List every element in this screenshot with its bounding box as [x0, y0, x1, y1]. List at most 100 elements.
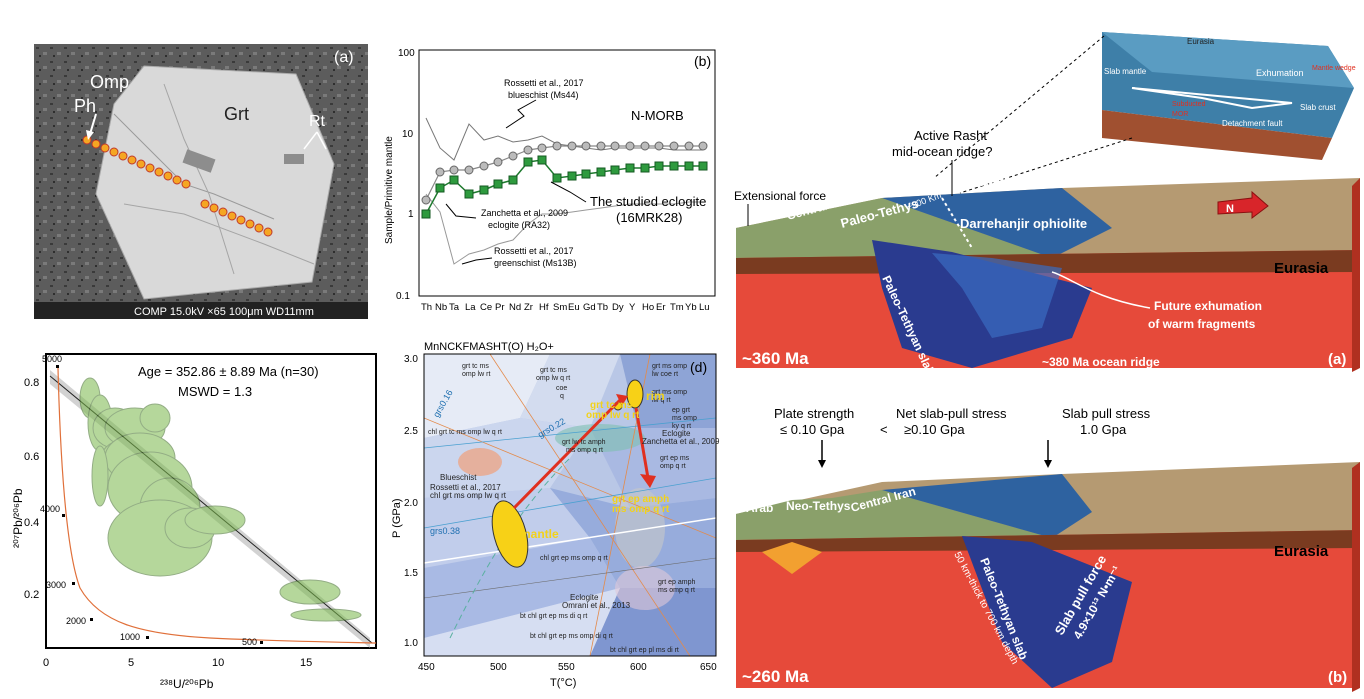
- panel-c-concordia: Age = 352.86 ± 8.89 Ma (n=30) MSWD = 1.3…: [10, 348, 382, 694]
- y-tick-04: 0.4: [24, 517, 39, 529]
- x-tick-hf: Hf: [539, 302, 549, 313]
- field-8b: ms omp q rt: [566, 447, 603, 454]
- field-13: bt chl grt ep ms omp di q rt: [530, 633, 613, 640]
- p-tick-25: 2.5: [404, 426, 418, 437]
- x-tick-y: Y: [629, 302, 636, 313]
- concordia-3000: 3000: [46, 580, 66, 590]
- hl-core-2: omp lw q rt: [586, 410, 640, 421]
- y-tick-10: 10: [402, 129, 414, 140]
- e-darrehanjir: Darrehanjir ophiolite: [960, 216, 1087, 231]
- p-tick-30: 3.0: [404, 354, 418, 365]
- field-10: chl grt ep ms omp q rt: [540, 555, 608, 562]
- t-tick-500: 500: [490, 662, 507, 673]
- field-11b: ms omp q rt: [658, 587, 695, 594]
- x-tick-dy: Dy: [612, 302, 624, 313]
- field-1a: grt tc ms: [462, 363, 489, 370]
- x-tick-5: 5: [128, 657, 134, 669]
- x-tick-ho: Ho: [642, 302, 654, 313]
- f-plate-1: Plate strength: [774, 406, 854, 421]
- hl-retro-1: grt ep amph: [612, 494, 669, 505]
- concordia-2000: 2000: [66, 616, 86, 626]
- f-pull-1: Slab pull stress: [1062, 406, 1151, 421]
- f-plate-2: ≤ 0.10 Gpa: [780, 422, 845, 437]
- hl-rim: rim: [646, 389, 665, 403]
- age-text: Age = 352.86 ± 8.89 Ma (n=30): [138, 364, 319, 379]
- x-tick-ta: Ta: [449, 302, 460, 313]
- f-net-1: Net slab-pull stress: [896, 406, 1007, 421]
- e-ridge: ~380 Ma ocean ridge: [1042, 355, 1160, 369]
- mantle-ellipse: [491, 500, 529, 568]
- panel-d-letter: (d): [690, 359, 707, 375]
- pseudo-title: MnNCKFMASHT(O) H₂O+: [424, 341, 554, 353]
- field-6a: ep grt: [672, 407, 690, 414]
- panel-f-block-260: Plate strength ≤ 0.10 Gpa < Net slab-pul…: [732, 402, 1362, 694]
- p-axis-title: P (GPa): [391, 498, 403, 538]
- x-tick-yb: Yb: [685, 302, 697, 313]
- t-tick-600: 600: [630, 662, 647, 673]
- panel-a-letter: (a): [334, 49, 354, 66]
- ann-studied-2: (16MRK28): [616, 210, 682, 225]
- f-lt: <: [880, 422, 888, 437]
- ann-green-1: Rossetti et al., 2017: [494, 246, 574, 256]
- field-12: bt chl grt ep ms di q rt: [520, 613, 587, 620]
- ann-blue-1: Rossetti et al., 2017: [504, 78, 584, 88]
- field-7: chl grt tc ms omp lw q rt: [428, 429, 502, 436]
- field-14: bt chl grt ep pl ms di rt: [610, 647, 679, 654]
- field-3a: coe: [556, 385, 567, 392]
- concordia-4000: 4000: [40, 504, 60, 514]
- x-tick-sm: Sm: [553, 302, 567, 313]
- field-2b: omp lw q rt: [536, 375, 570, 382]
- e-north: N: [1226, 203, 1234, 215]
- ref-ecl3-2: Omrani et al., 2013: [562, 601, 631, 610]
- field-6c: ky q rt: [672, 423, 691, 430]
- hl-retro-2: ms omp q rt: [612, 504, 670, 515]
- e-letter: (a): [1328, 351, 1346, 368]
- inset-mor: MOR: [1172, 111, 1188, 118]
- mswd-text: MSWD = 1.3: [178, 384, 252, 399]
- sem-footer: COMP 15.0kV ×65 100μm WD11mm: [134, 306, 314, 318]
- x-tick-0: 0: [43, 657, 49, 669]
- e-future-1: Future exhumation: [1154, 299, 1262, 313]
- p-tick-10: 1.0: [404, 638, 418, 649]
- label-grt: Grt: [224, 104, 249, 124]
- iso-grs038: grs0.38: [430, 526, 460, 536]
- field-4a: grt ms omp: [652, 363, 687, 370]
- inset-slab-crust: Slab crust: [1300, 103, 1336, 112]
- e-age: ~360 Ma: [742, 349, 809, 368]
- x-tick-zr: Zr: [524, 302, 533, 313]
- e-rasht-1: Active Rasht: [914, 128, 987, 143]
- series-greenschist: [425, 193, 703, 265]
- x-axis-title: ²³⁸U/²⁰⁶Pb: [160, 677, 214, 691]
- x-tick-10: 10: [212, 657, 224, 669]
- label-rt: Rt: [309, 113, 326, 130]
- inset-mantle-wedge: Mantle wedge: [1312, 65, 1356, 72]
- rim-ellipse: [626, 379, 644, 409]
- ann-studied-1: The studied eclogite: [590, 194, 706, 209]
- panel-b-letter: (b): [694, 53, 711, 69]
- y-tick-08: 0.8: [24, 377, 39, 389]
- panel-a-bse-image: Omp Ph Grt Rt (a) COMP 15.0kV ×65 100μm …: [34, 44, 368, 319]
- f-eurasia: Eurasia: [1274, 543, 1329, 560]
- ref-blue-3: chl grt ms omp lw q rt: [430, 491, 507, 500]
- inset-eurasia: Eurasia: [1187, 37, 1215, 46]
- field-11a: grt ep amph: [658, 579, 695, 586]
- field-8a: grt lw tc amph: [562, 439, 606, 446]
- x-tick-nd: Nd: [509, 302, 521, 313]
- f-pull-2: 1.0 Gpa: [1080, 422, 1127, 437]
- ref-ecl-2: Zanchetta et al., 2009: [642, 437, 720, 446]
- x-tick-gd: Gd: [583, 302, 596, 313]
- y-tick-0.1: 0.1: [396, 291, 410, 302]
- ann-zan-2: eclogite (RA32): [488, 220, 550, 230]
- concordia-500: 500: [242, 637, 257, 647]
- e-rasht-2: mid-ocean ridge?: [892, 144, 992, 159]
- e-rasht-eclogite: Rasht eclogite: [980, 174, 1069, 189]
- x-tick-la: La: [465, 302, 476, 313]
- field-5b: lw q rt: [652, 397, 671, 404]
- ann-blue-2: blueschist (Ms44): [508, 90, 579, 100]
- y-tick-06: 0.6: [24, 451, 39, 463]
- ref-ecl3-1: Eclogite: [570, 593, 599, 602]
- p-tick-20: 2.0: [404, 498, 418, 509]
- inset-slab-mantle: Slab mantle: [1104, 67, 1147, 76]
- field-9a: grt ep ms: [660, 455, 690, 462]
- p-tick-15: 1.5: [404, 568, 418, 579]
